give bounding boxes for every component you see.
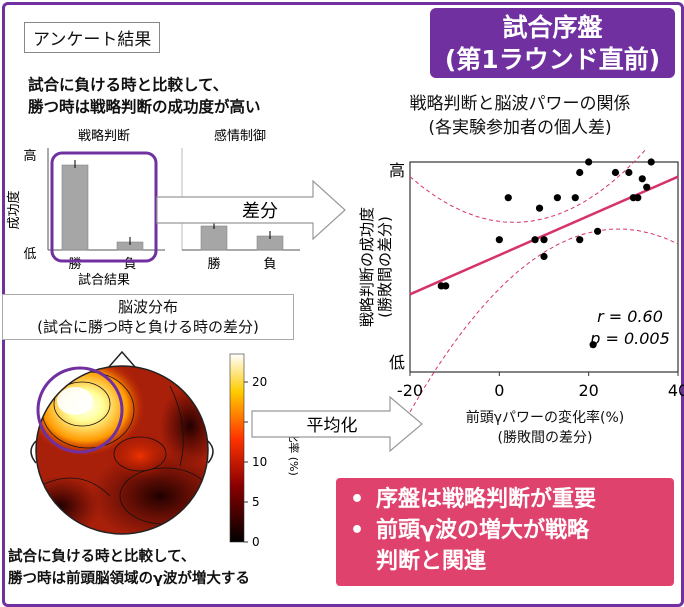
conclusions-box: • 序盤は戦略判断が重要 • 前頭γ波の増大が戦略 判断と関連 (336, 478, 674, 586)
panel1-win-label: 勝 (68, 257, 81, 272)
conclusion-item-2: • 前頭γ波の増大が戦略 (350, 518, 589, 543)
survey-finding: 試合に負ける時と比較して、 勝つ時は戦略判断の成功度が高い (28, 74, 261, 118)
scatter-point (495, 236, 503, 244)
brain-finding: 試合に負ける時と比較して、 勝つ時は前頭脳領域のγ波が増大する (8, 546, 250, 590)
ci-upper (409, 150, 646, 223)
scatter-x-label-line2: (勝敗間の差分) (497, 430, 593, 446)
scatter-point (611, 168, 620, 177)
colorbar-tick-label: 0 (252, 535, 260, 548)
scatter-point (638, 175, 646, 183)
title-box: 試合序盤 (第1ラウンド直前) (430, 8, 675, 78)
brain-finding-line1: 試合に負ける時と比較して、 (8, 549, 196, 565)
brain-finding-line2: 勝つ時は前頭脳領域のγ波が増大する (8, 571, 250, 587)
bar-emotion-win (200, 225, 228, 251)
scatter-point (531, 236, 539, 244)
x-tick-label: -20 (397, 381, 423, 400)
panel2-win-label: 勝 (207, 257, 220, 272)
panel2-lose-label: 負 (263, 257, 276, 272)
scatter-plot: 高 低 戦略判断の成功度 (勝敗間の差分) -20 0 20 40 r = 0.60 … (358, 150, 684, 413)
scatter-point (643, 183, 651, 191)
scatter-p-value: p = 0.005 (589, 329, 670, 348)
diff-arrow: 差分 (156, 179, 346, 241)
scatter-point (585, 158, 593, 166)
title-line1: 試合序盤 (502, 13, 603, 42)
scatter-point (553, 194, 561, 202)
panel2-title: 感情制御 (214, 128, 266, 144)
survey-bar-charts: 戦略判断 感情制御 高 低 成功度 勝 負 勝 負 試合結果 (6, 128, 300, 288)
survey-y-low: 低 (23, 247, 36, 262)
scatter-point (576, 236, 584, 244)
survey-finding-line2: 勝つ時は戦略判断の成功度が高い (28, 98, 261, 116)
brain-title: 脳波分布 (試合に勝つ時と負ける時の差分) (2, 294, 294, 340)
scatter-point (540, 252, 548, 261)
scatter-x-label: 前頭γパワーの変化率(%) (勝敗間の差分) (420, 408, 670, 448)
scatter-x-label-line1: 前頭γパワーの変化率(%) (465, 410, 625, 426)
scatter-point (535, 204, 544, 212)
x-tick-label: 20 (578, 381, 598, 400)
avg-arrow: 平均化 (251, 395, 423, 453)
colorbar-tick-label: 5 (252, 495, 260, 509)
x-tick-label: 0 (494, 381, 504, 400)
brain-topomap (30, 350, 214, 535)
scatter-y-low: 低 (389, 353, 405, 372)
brain-title-line1: 脳波分布 (117, 298, 178, 316)
scatter-title-line1: 戦略判断と脳波パワーの関係 (409, 94, 631, 114)
scatter-point (647, 158, 655, 166)
survey-finding-line1: 試合に負ける時と比較して、 (28, 76, 229, 94)
scatter-r-value: r = 0.60 (597, 307, 663, 326)
scatter-point (540, 236, 548, 244)
scatter-point (634, 194, 642, 202)
colorbar-tick-label: 20 (252, 375, 267, 389)
panel1-lose-label: 負 (123, 257, 136, 272)
survey-label: アンケート結果 (24, 22, 161, 53)
scatter-point (576, 168, 584, 177)
colorbar-tick-label: 10 (252, 455, 267, 469)
survey-y-high: 高 (23, 148, 36, 164)
title-line2: (第1ラウンド直前) (444, 45, 661, 74)
avg-arrow-label: 平均化 (307, 416, 358, 436)
scatter-y-label-line2: (勝敗間の差分) (376, 216, 394, 318)
scatter-point (589, 341, 597, 349)
brain-title-line2: (試合に勝つ時と負ける時の差分) (37, 318, 259, 336)
panel1-title: 戦略判断 (78, 128, 130, 144)
scatter-point (594, 227, 602, 235)
conclusion-item-1: • 序盤は戦略判断が重要 (350, 487, 597, 512)
survey-y-label: 成功度 (6, 190, 22, 229)
x-tick-label: 40 (668, 381, 684, 400)
scatter-point (442, 282, 450, 290)
scatter-point (571, 194, 579, 202)
scatter-y-high: 高 (389, 161, 405, 180)
diff-arrow-label: 差分 (242, 201, 278, 222)
scatter-y-label-line1: 戦略判断の成功度 (358, 207, 376, 327)
survey-x-label: 試合結果 (78, 272, 130, 288)
scatter-point (625, 168, 633, 177)
scatter-point (504, 194, 512, 202)
bar-strategy-win (61, 164, 89, 251)
conclusion-item-2-cont: 判断と関連 (376, 549, 487, 574)
scatter-title-line2: (各実験参加者の個人差) (428, 118, 612, 138)
ci-lower (409, 228, 679, 413)
scatter-title: 戦略判断と脳波パワーの関係 (各実験参加者の個人差) (360, 92, 680, 140)
